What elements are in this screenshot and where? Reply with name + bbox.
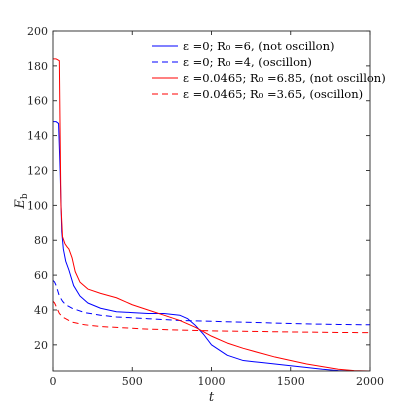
x-tick-label: 0 xyxy=(50,375,57,388)
y-tick-label: 120 xyxy=(27,164,48,177)
series-line-3 xyxy=(53,58,370,371)
y-tick-label: 160 xyxy=(27,95,48,108)
x-axis-ticks: 0 500 1000 1500 2000 xyxy=(50,31,384,388)
y-tick-label: 200 xyxy=(27,25,48,38)
x-axis-title: t xyxy=(209,390,215,405)
series-line-4 xyxy=(53,300,370,334)
y-tick-label: 60 xyxy=(34,269,48,282)
x-tick-label: 1500 xyxy=(277,375,305,388)
y-tick-label: 20 xyxy=(34,339,48,352)
y-tick-label: 180 xyxy=(27,60,48,73)
y-tick-label: 140 xyxy=(27,130,48,143)
y-tick-label: 80 xyxy=(34,234,48,247)
y-axis-title-main: E xyxy=(13,199,28,210)
y-axis-title-subscript: b xyxy=(20,193,30,199)
legend: ε =0; R₀ =6, (not oscillon) ε =0; R₀ =4, … xyxy=(152,39,386,101)
series-line-2 xyxy=(53,279,370,326)
x-tick-label: 2000 xyxy=(356,375,384,388)
legend-label-4: ε =0.0465; R₀ =3.65, (oscillon) xyxy=(183,87,363,101)
legend-label-2: ε =0; R₀ =4, (oscillon) xyxy=(183,55,312,69)
y-axis-title: Eb xyxy=(13,193,30,210)
x-tick-label: 500 xyxy=(122,375,143,388)
plot-series-group xyxy=(53,58,370,371)
legend-label-3: ε =0.0465; R₀ =6.85, (not oscillon) xyxy=(183,71,386,85)
y-axis-ticks: 20 40 60 80 100 120 140 160 180 200 xyxy=(27,25,370,352)
series-line-1 xyxy=(53,121,370,371)
y-tick-label: 40 xyxy=(34,304,48,317)
x-tick-label: 1000 xyxy=(198,375,226,388)
y-tick-label: 100 xyxy=(27,199,48,212)
legend-label-1: ε =0; R₀ =6, (not oscillon) xyxy=(183,39,335,53)
